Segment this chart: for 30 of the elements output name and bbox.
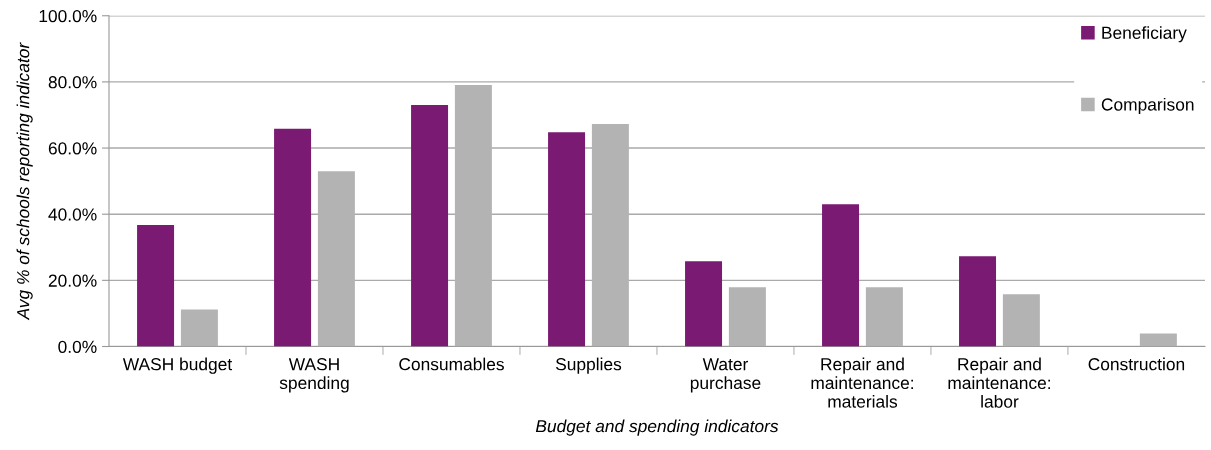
x-tick-label: WASH spending [279, 358, 349, 393]
legend-label: Comparison [1101, 97, 1194, 115]
bar [865, 287, 903, 347]
bar [1139, 333, 1177, 347]
x-tick-label: Construction [1088, 357, 1185, 371]
bar [728, 287, 766, 347]
y-tick-label: 100.0% [39, 9, 97, 23]
bar [137, 225, 175, 347]
y-tick-label: 40.0% [48, 208, 97, 221]
legend-label: Beneficiary [1102, 26, 1187, 43]
bar [274, 128, 312, 347]
x-tick-label: Repair and maintenance: materials [811, 357, 913, 408]
y-tick-label: 20.0% [48, 274, 97, 287]
bar [685, 261, 723, 347]
x-tick-label: WASH budget [122, 357, 233, 374]
bar [959, 256, 997, 347]
bar [1002, 294, 1040, 347]
bar [548, 132, 586, 347]
x-tick-label: Supplies [555, 357, 622, 374]
x-axis-title: Budget and spending indicators [535, 419, 779, 436]
x-tick-label: Consumables [399, 357, 504, 371]
x-tick-label: Water purchase [690, 358, 761, 393]
x-tick-label: Repair and maintenance: labor [948, 357, 1050, 408]
y-axis-title: Avg % of schools reporting indicator [16, 42, 33, 321]
bar [822, 204, 860, 347]
bar [180, 309, 218, 347]
y-tick-label: 0.0% [58, 340, 97, 353]
y-tick-label: 60.0% [48, 142, 97, 155]
y-tick-label: 80.0% [48, 76, 97, 89]
bar [411, 105, 449, 347]
